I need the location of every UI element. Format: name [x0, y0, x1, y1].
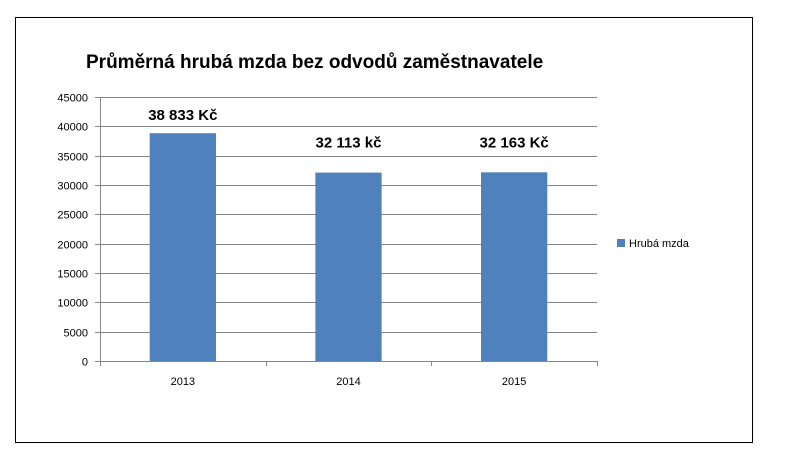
y-tick-label: 5000 [64, 328, 88, 340]
y-tick-label: 0 [82, 357, 88, 369]
y-tick-label: 30000 [57, 181, 88, 193]
y-tick-label: 20000 [57, 240, 88, 252]
axes [100, 97, 597, 362]
y-tick-label: 40000 [57, 122, 88, 134]
legend-label: Hrubá mzda [629, 238, 690, 250]
x-tick-label: 2014 [336, 376, 360, 388]
bars [149, 133, 548, 361]
legend: Hrubá mzda [617, 238, 690, 250]
chart-frame [15, 17, 753, 443]
y-tick-label: 25000 [57, 210, 88, 222]
y-tick-label: 15000 [57, 269, 88, 281]
y-tick-label: 45000 [57, 93, 88, 105]
bar-2013 [149, 133, 216, 361]
data-label-2015: 32 163 Kč [480, 134, 549, 151]
data-labels: 38 833 Kč 32 113 kč 32 163 Kč [148, 107, 549, 151]
data-label-2014: 32 113 kč [316, 135, 382, 152]
x-tick-label: 2013 [171, 376, 195, 388]
legend-swatch [617, 239, 625, 247]
bar-2014 [315, 172, 382, 361]
data-label-2013: 38 833 Kč [148, 107, 217, 124]
x-tick-label: 2015 [502, 376, 526, 388]
y-tick-label: 35000 [57, 152, 88, 164]
bar-2015 [481, 172, 548, 361]
x-axis-ticks: 2013 2014 2015 [100, 361, 598, 388]
chart-title: Průměrná hrubá mzda bez odvodů zaměstnav… [86, 52, 543, 73]
y-axis-ticks: 0 5000 10000 15000 20000 25000 30000 35000 40000… [57, 93, 100, 369]
y-tick-label: 10000 [57, 298, 88, 310]
